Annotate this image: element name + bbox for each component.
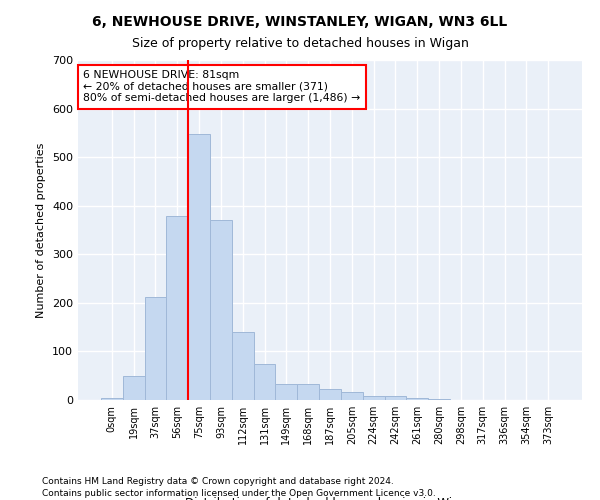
Bar	[428, 398, 450, 400]
Bar	[232, 332, 254, 400]
Bar	[363, 396, 385, 400]
Bar	[406, 398, 428, 400]
Bar	[188, 134, 210, 400]
Bar	[123, 376, 145, 400]
Text: 6, NEWHOUSE DRIVE, WINSTANLEY, WIGAN, WN3 6LL: 6, NEWHOUSE DRIVE, WINSTANLEY, WIGAN, WN…	[92, 15, 508, 29]
Bar	[297, 384, 319, 400]
Bar	[101, 398, 123, 400]
X-axis label: Distribution of detached houses by size in Wigan: Distribution of detached houses by size …	[185, 497, 475, 500]
Text: Contains public sector information licensed under the Open Government Licence v3: Contains public sector information licen…	[42, 488, 436, 498]
Y-axis label: Number of detached properties: Number of detached properties	[37, 142, 46, 318]
Text: Size of property relative to detached houses in Wigan: Size of property relative to detached ho…	[131, 38, 469, 51]
Text: 6 NEWHOUSE DRIVE: 81sqm
← 20% of detached houses are smaller (371)
80% of semi-d: 6 NEWHOUSE DRIVE: 81sqm ← 20% of detache…	[83, 70, 360, 103]
Bar	[275, 384, 297, 400]
Text: Contains HM Land Registry data © Crown copyright and database right 2024.: Contains HM Land Registry data © Crown c…	[42, 477, 394, 486]
Bar	[341, 392, 363, 400]
Bar	[385, 396, 406, 400]
Bar	[145, 296, 166, 400]
Bar	[319, 390, 341, 400]
Bar	[254, 364, 275, 400]
Bar	[210, 220, 232, 400]
Bar	[166, 216, 188, 400]
